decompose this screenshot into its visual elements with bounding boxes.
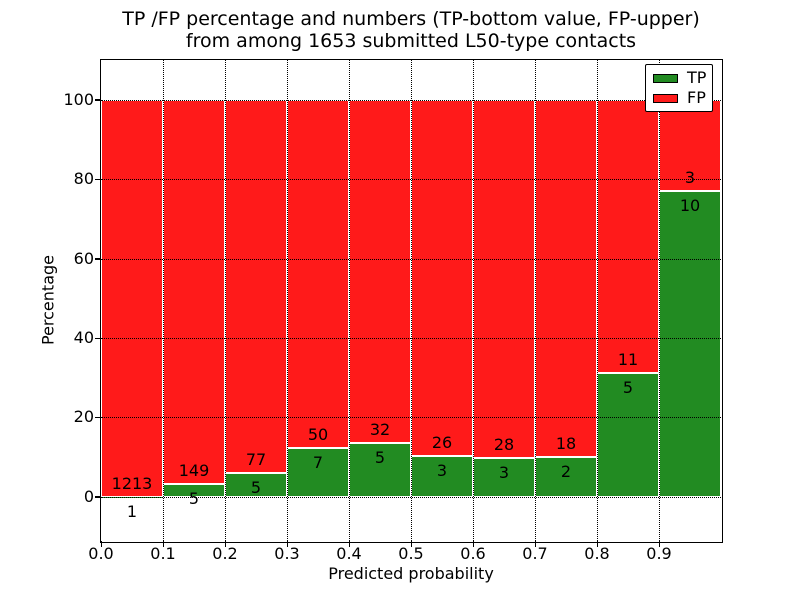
y-tick bbox=[95, 99, 101, 101]
x-tick-label: 0.9 bbox=[646, 544, 672, 563]
bar-segment-tp-0.8-0.9 bbox=[597, 372, 659, 497]
fp-count-label: 32 bbox=[369, 420, 391, 440]
y-tick-label: 20 bbox=[73, 407, 94, 427]
legend-swatch-fp bbox=[653, 93, 678, 103]
y-tick-label: 0 bbox=[83, 486, 94, 506]
tp-count-label: 3 bbox=[436, 460, 448, 480]
x-tick bbox=[596, 541, 598, 547]
fp-count-label: 77 bbox=[245, 449, 267, 469]
bar-segment-fp-0.8-0.9 bbox=[597, 99, 659, 373]
y-tick bbox=[95, 178, 101, 181]
y-tick-label: 80 bbox=[73, 169, 94, 189]
x-gridline bbox=[410, 60, 412, 541]
chart-title-line2: from among 1653 submitted L50-type conta… bbox=[185, 30, 637, 52]
x-gridline bbox=[286, 60, 288, 541]
legend-swatch-tp bbox=[653, 73, 678, 83]
bar-segment-tp-0.7-0.8 bbox=[535, 457, 597, 497]
tp-count-label: 1 bbox=[126, 501, 138, 521]
bar-segment-fp-0.5-0.6 bbox=[411, 99, 473, 456]
x-tick bbox=[348, 541, 350, 547]
x-gridline bbox=[162, 60, 164, 541]
chart-title: TP /FP percentage and numbers (TP-bottom… bbox=[101, 8, 721, 52]
y-gridline bbox=[101, 417, 721, 419]
y-tick bbox=[95, 337, 101, 340]
x-tick bbox=[162, 541, 164, 547]
y-gridline bbox=[101, 496, 721, 498]
bar-segment-fp-0.4-0.5 bbox=[349, 99, 411, 444]
x-tick-label: 0.8 bbox=[584, 544, 610, 563]
x-tick-label: 0.5 bbox=[398, 544, 424, 563]
x-tick bbox=[410, 541, 412, 547]
bar-segment-fp-0.3-0.4 bbox=[287, 99, 349, 449]
x-tick bbox=[472, 541, 474, 547]
bar-segment-fp-0.0-0.1 bbox=[101, 99, 163, 497]
tp-count-label: 5 bbox=[250, 477, 262, 497]
bar-segment-fp-0.9-1.0 bbox=[659, 99, 721, 192]
legend-label-fp: FP bbox=[687, 88, 706, 107]
x-tick bbox=[534, 541, 536, 547]
x-tick-label: 0.2 bbox=[212, 544, 238, 563]
fp-count-label: 11 bbox=[617, 349, 639, 369]
y-tick bbox=[95, 416, 101, 419]
x-tick bbox=[100, 541, 102, 547]
y-gridline bbox=[101, 179, 721, 181]
x-gridline bbox=[224, 60, 226, 541]
fp-count-label: 26 bbox=[431, 432, 453, 452]
x-axis-label: Predicted probability bbox=[328, 564, 494, 583]
y-gridline bbox=[101, 99, 721, 101]
tp-count-label: 5 bbox=[188, 489, 200, 509]
x-tick-label: 0.3 bbox=[274, 544, 300, 563]
x-gridline bbox=[534, 60, 536, 541]
fp-count-label: 1213 bbox=[111, 473, 153, 493]
bar-segment-fp-0.1-0.2 bbox=[163, 99, 225, 484]
legend-label-tp: TP bbox=[687, 68, 707, 87]
x-tick-label: 0.6 bbox=[460, 544, 486, 563]
bar-segment-tp-0.3-0.4 bbox=[287, 448, 349, 497]
tp-count-label: 5 bbox=[622, 377, 634, 397]
bar-segment-tp-0.9-1.0 bbox=[659, 191, 721, 497]
x-gridline bbox=[472, 60, 474, 541]
y-tick bbox=[95, 258, 101, 260]
bar-segment-tp-0.5-0.6 bbox=[411, 455, 473, 497]
bar-segment-tp-0.6-0.7 bbox=[473, 458, 535, 497]
x-gridline bbox=[658, 60, 660, 541]
x-gridline bbox=[348, 60, 350, 541]
tp-count-label: 3 bbox=[498, 463, 510, 483]
fp-count-label: 18 bbox=[555, 434, 577, 454]
bar-segment-tp-0.4-0.5 bbox=[349, 443, 411, 497]
fp-count-label: 50 bbox=[307, 425, 329, 445]
y-tick-label: 60 bbox=[73, 248, 94, 268]
x-tick-label: 0.7 bbox=[522, 544, 548, 563]
legend: TP FP bbox=[645, 64, 713, 112]
bar-segment-tp-0.2-0.3 bbox=[225, 472, 287, 497]
bar-segment-fp-0.7-0.8 bbox=[535, 99, 597, 458]
chart-title-line1: TP /FP percentage and numbers (TP-bottom… bbox=[122, 8, 700, 30]
x-tick-label: 0.1 bbox=[150, 544, 176, 563]
y-tick-label: 100 bbox=[63, 89, 94, 109]
x-tick-label: 0.4 bbox=[336, 544, 362, 563]
fp-count-label: 3 bbox=[684, 168, 696, 188]
tp-count-label: 7 bbox=[312, 453, 324, 473]
legend-row-fp: FP bbox=[646, 88, 712, 108]
x-tick-label: 0.0 bbox=[88, 544, 114, 563]
y-tick bbox=[95, 496, 101, 498]
fp-count-label: 28 bbox=[493, 435, 515, 455]
y-tick-label: 40 bbox=[73, 328, 94, 348]
tp-count-label: 5 bbox=[374, 448, 386, 468]
x-gridline bbox=[596, 60, 598, 541]
legend-row-tp: TP bbox=[646, 68, 712, 88]
tp-count-label: 10 bbox=[679, 196, 701, 216]
x-tick bbox=[286, 541, 288, 547]
fp-count-label: 149 bbox=[178, 461, 210, 481]
x-tick bbox=[658, 541, 660, 547]
tp-count-label: 2 bbox=[560, 462, 572, 482]
y-gridline bbox=[101, 258, 721, 260]
y-gridline bbox=[101, 338, 721, 340]
bar-segment-fp-0.6-0.7 bbox=[473, 99, 535, 459]
x-tick bbox=[224, 541, 226, 547]
